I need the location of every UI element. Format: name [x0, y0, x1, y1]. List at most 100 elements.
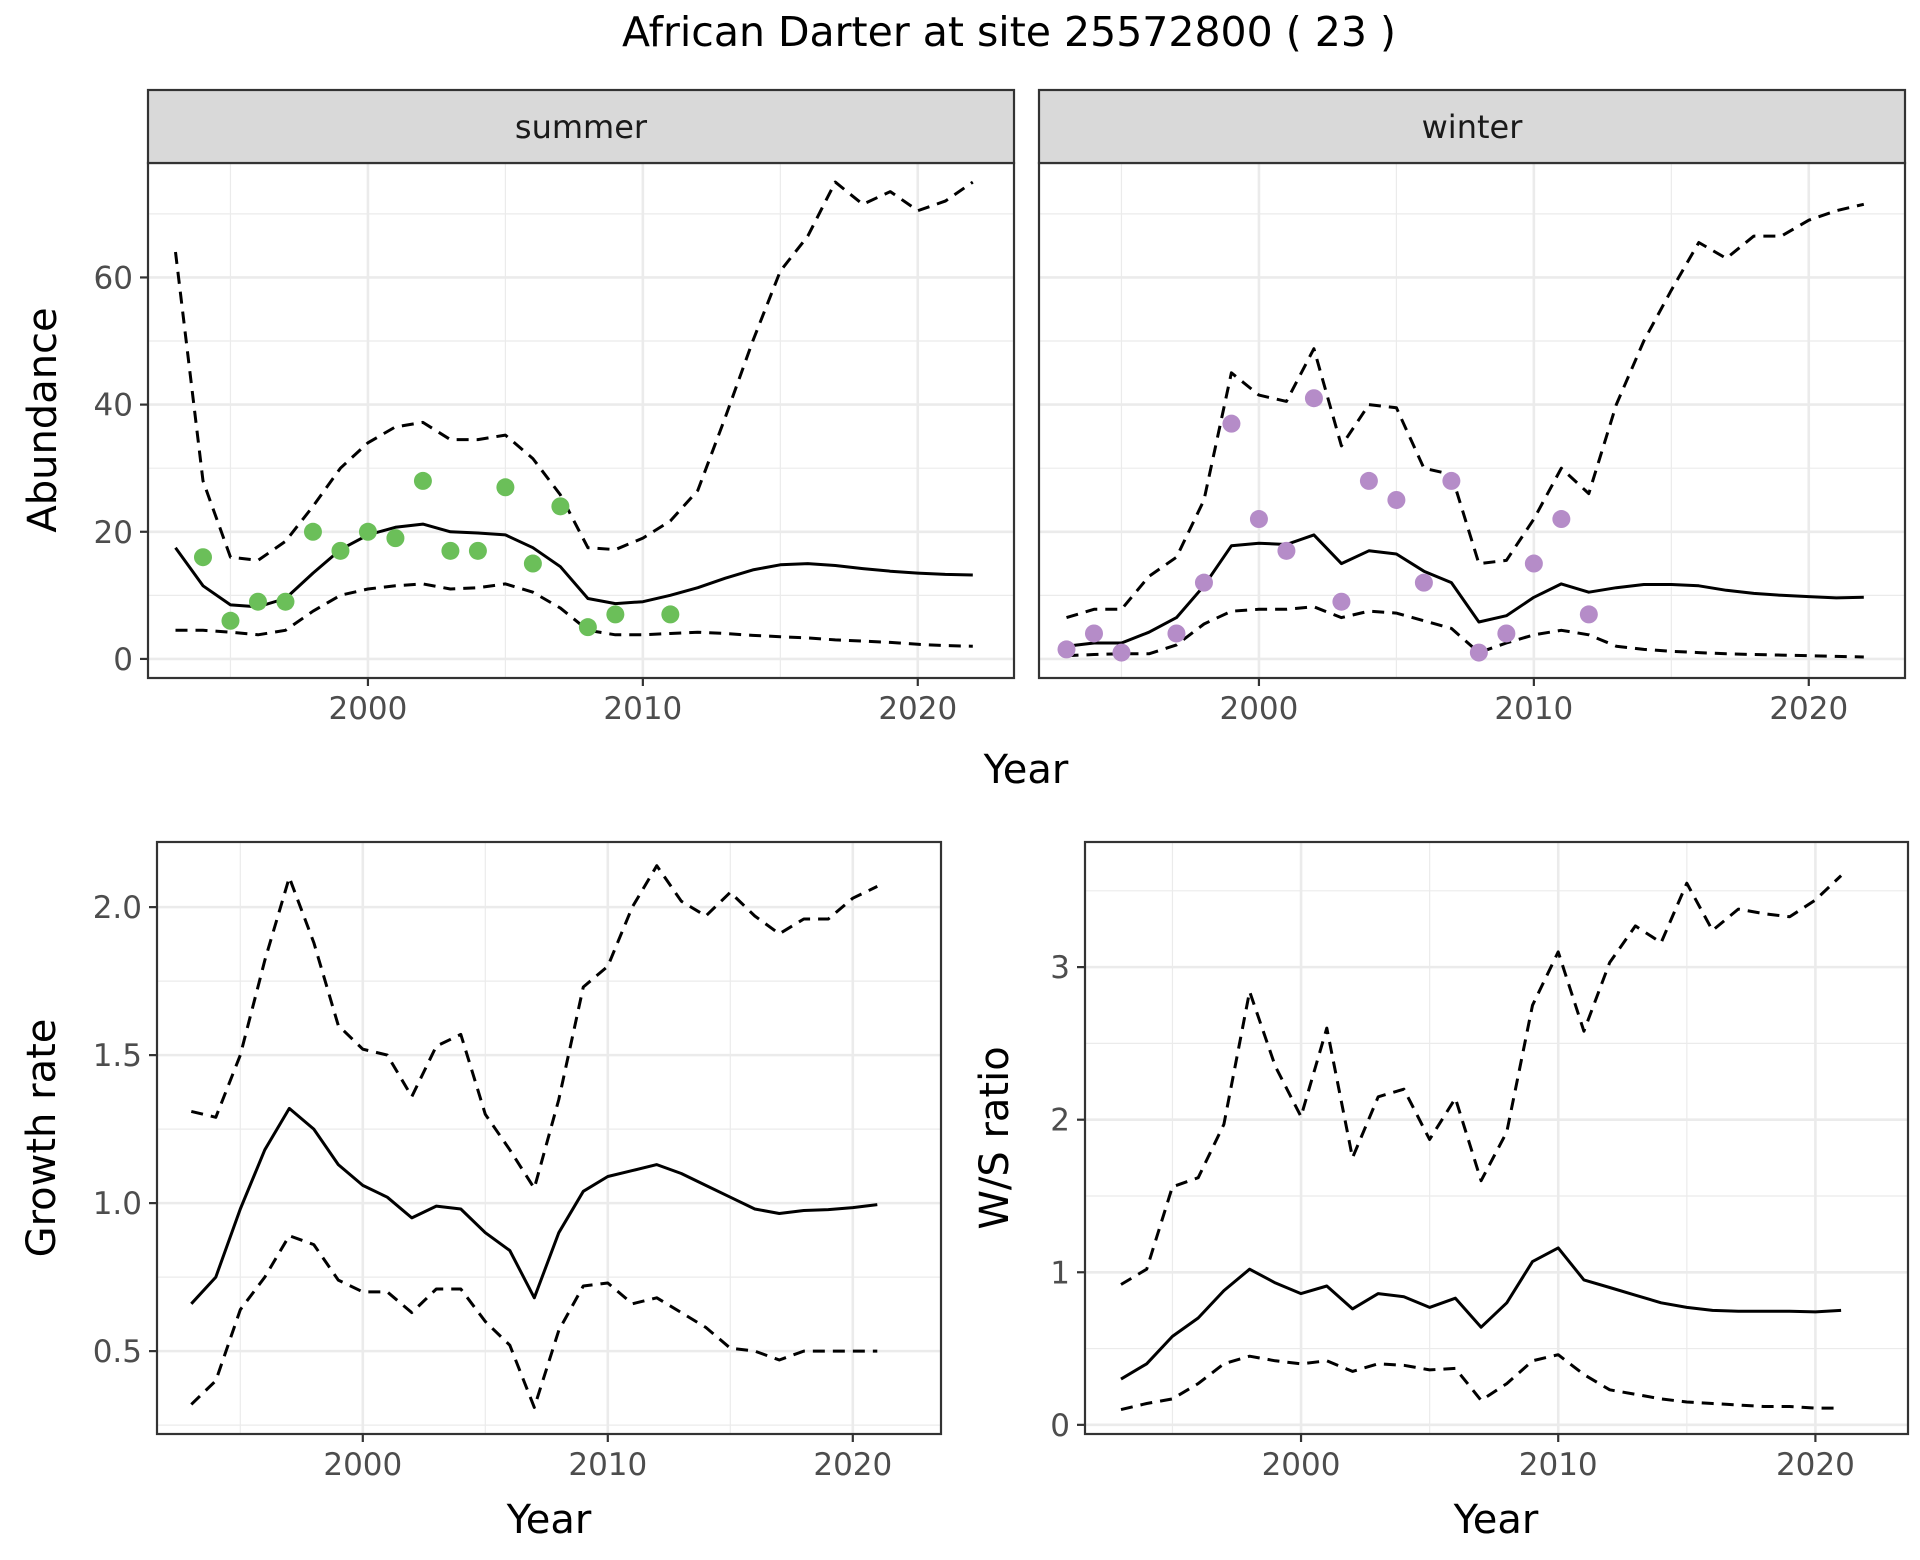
- observed-point: [1277, 541, 1296, 560]
- ws-x-axis-label: Year: [1453, 1497, 1539, 1543]
- upper-bound-dashed-line: [174, 180, 974, 562]
- observed-point: [1469, 643, 1488, 662]
- observed-point: [358, 522, 377, 541]
- winter-strip-label: winter: [1422, 108, 1524, 146]
- summer-x-axis: 2000 2010 2020: [328, 678, 957, 727]
- x-tick-label: 2010: [603, 691, 682, 727]
- summer-strip: [146, 88, 1016, 165]
- winter-x-axis: 2000 2010 2020: [1219, 678, 1848, 727]
- lower-bound-dashed-line: [190, 1234, 878, 1409]
- observed-point: [1332, 592, 1351, 611]
- ws-panel-border: [1083, 840, 1910, 1436]
- observed-point: [386, 529, 405, 548]
- x-tick-label: 2000: [1262, 1447, 1341, 1483]
- x-tick-label: 2020: [1776, 1447, 1855, 1483]
- observed-point: [661, 605, 680, 624]
- observed-point: [1579, 605, 1598, 624]
- median-line: [1120, 1246, 1842, 1381]
- observed-point: [441, 541, 460, 560]
- figure-title: African Darter at site 25572800 ( 23 ): [622, 8, 1396, 56]
- median-line: [190, 1106, 878, 1305]
- ws-series-lines: [1120, 874, 1843, 1412]
- growth-y-axis-label: Growth rate: [19, 1019, 65, 1258]
- y-tick-label: 3: [1050, 950, 1070, 986]
- y-tick-label: 2.0: [93, 890, 142, 926]
- summer-observed-points: [193, 471, 680, 637]
- ws-gridlines: [1085, 842, 1908, 1434]
- y-tick-label: 1: [1050, 1255, 1070, 1291]
- y-tick-label: 1.5: [93, 1038, 142, 1074]
- y-tick-label: 0: [1050, 1408, 1070, 1444]
- growth-x-axis: 2000 2010 2020: [323, 1434, 892, 1483]
- median-line: [174, 522, 973, 609]
- observed-point: [1249, 510, 1268, 529]
- observed-point: [1304, 389, 1323, 408]
- ws-x-axis: 2000 2010 2020: [1262, 1434, 1855, 1483]
- observed-point: [1414, 573, 1433, 592]
- winter-panel: winter 2000 2010 2020: [1037, 88, 1907, 727]
- observed-point: [1359, 471, 1378, 490]
- observed-point: [606, 605, 625, 624]
- summer-series-lines: [174, 180, 974, 648]
- observed-point: [193, 548, 212, 567]
- growth-panel-border: [155, 840, 943, 1436]
- median-line: [1066, 533, 1864, 648]
- y-tick-label: 1.0: [93, 1186, 142, 1222]
- observed-point: [331, 541, 350, 560]
- y-tick-label: 60: [94, 260, 133, 296]
- x-tick-label: 2010: [1519, 1447, 1598, 1483]
- observed-point: [551, 497, 570, 516]
- y-tick-label: 0.5: [93, 1334, 142, 1370]
- ws-y-axis-label: W/S ratio: [972, 1046, 1018, 1229]
- observed-point: [496, 478, 515, 497]
- observed-point: [1497, 624, 1516, 643]
- lower-bound-dashed-line: [175, 582, 973, 648]
- y-tick-label: 20: [94, 515, 133, 551]
- observed-point: [248, 592, 267, 611]
- ws-y-axis: 0 1 2 3: [1050, 950, 1085, 1444]
- growth-series-lines: [190, 864, 878, 1409]
- growth-gridlines: [157, 842, 941, 1434]
- upper-bound-dashed-line: [1120, 874, 1843, 1286]
- abundance-y-axis-label: Abundance: [20, 307, 66, 532]
- observed-point: [1387, 490, 1406, 509]
- observed-point: [468, 541, 487, 560]
- observed-point: [221, 611, 240, 630]
- y-tick-label: 0: [113, 642, 133, 678]
- observed-point: [578, 618, 597, 637]
- growth-rate-panel: 0.5 1.0 1.5 2.0 2000 2010 2020 Growth rate Ye…: [19, 840, 943, 1543]
- summer-panel: summer 0 20 40 60 2000 2010 2020: [94, 88, 1016, 727]
- observed-point: [276, 592, 295, 611]
- observed-point: [303, 522, 322, 541]
- observed-point: [1442, 471, 1461, 490]
- upper-bound-dashed-line: [190, 864, 878, 1190]
- x-tick-label: 2020: [813, 1447, 892, 1483]
- abundance-x-axis-label: Year: [983, 747, 1069, 793]
- ws-ratio-panel: 0 1 2 3 2000 2010 2020 W/S ratio Year: [972, 840, 1910, 1543]
- summer-strip-label: summer: [515, 108, 648, 146]
- observed-point: [1194, 573, 1213, 592]
- y-tick-label: 2: [1050, 1103, 1070, 1139]
- x-tick-label: 2000: [1219, 691, 1298, 727]
- observed-point: [413, 471, 432, 490]
- x-tick-label: 2010: [568, 1447, 647, 1483]
- winter-strip: [1037, 88, 1907, 165]
- summer-y-axis: 0 20 40 60: [94, 260, 148, 678]
- observed-point: [1112, 643, 1131, 662]
- x-tick-label: 2010: [1494, 691, 1573, 727]
- observed-point: [1524, 554, 1543, 573]
- winter-series-lines: [1066, 202, 1865, 659]
- growth-x-axis-label: Year: [506, 1497, 592, 1543]
- observed-point: [1057, 640, 1076, 659]
- y-tick-label: 40: [94, 388, 133, 424]
- observed-point: [1552, 510, 1571, 529]
- observed-point: [1084, 624, 1103, 643]
- winter-observed-points: [1057, 389, 1598, 662]
- lower-bound-dashed-line: [1066, 605, 1864, 659]
- upper-bound-dashed-line: [1066, 202, 1865, 620]
- x-tick-label: 2020: [1769, 691, 1848, 727]
- observed-point: [1222, 414, 1241, 433]
